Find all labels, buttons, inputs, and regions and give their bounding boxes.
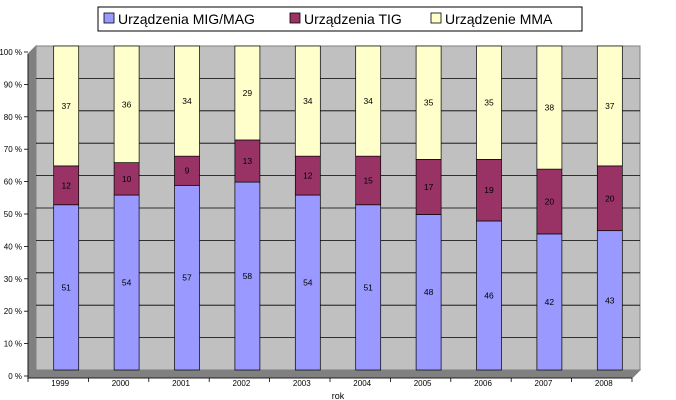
y-tick-label: 10 % [4,340,22,349]
data-label: 58 [243,271,253,281]
data-label: 34 [303,96,313,106]
data-label: 46 [484,290,494,300]
data-label: 48 [424,287,434,297]
data-label: 19 [484,185,494,195]
y-tick-label: 80 % [4,113,22,122]
bar-segment [234,139,261,183]
legend-swatch-mig-mag [103,12,115,24]
data-label: 34 [182,96,192,106]
data-label: 20 [605,193,615,203]
bar-segment [174,184,200,371]
data-label: 12 [61,180,71,190]
data-label: 35 [424,98,434,108]
bar-segment [113,162,140,196]
bar-segment [415,45,442,160]
data-label: 37 [61,101,71,111]
bar-segment [476,159,502,222]
legend-box [97,6,583,32]
y-tick-label: 90 % [4,80,22,89]
data-label: 13 [243,156,253,166]
data-label: 10 [122,174,132,184]
legend-swatch-tig [289,12,301,24]
bar-segment [536,45,563,170]
data-label: 37 [605,101,615,111]
data-label: 38 [545,103,555,113]
x-tick-label: 1999 [51,379,69,388]
plot-area: 0 % 10 % 20 % 30 % 40 % 50 % 60 % 70 % 80 % 90 % 1… [0,44,642,388]
x-tick-label: 2008 [595,379,613,388]
bar-segment [355,45,382,157]
bar-segment [53,204,80,371]
y-tick-label: 70 % [4,145,22,154]
bar-segment [113,194,140,371]
y-tick-label: 50 % [4,210,22,219]
plot-floor [26,369,642,379]
bar-segment [596,230,623,371]
data-label: 51 [363,282,373,292]
bar-segment [234,45,261,141]
y-tick-label: 60 % [4,178,22,187]
data-label: 9 [185,166,190,176]
data-label: 43 [605,295,615,305]
x-axis-title: rok [332,391,345,400]
data-label: 20 [545,197,555,207]
bar-segment [53,45,80,167]
bar-segment [415,214,442,371]
data-label: 36 [122,99,132,109]
bar-segment [476,45,502,160]
legend-label-tig: Urządzenia TIG [304,11,402,27]
bar-segment [536,168,563,235]
bar-segment [174,45,200,157]
bar-segment [294,194,321,371]
bar-segment [294,45,321,157]
data-label: 15 [363,175,373,185]
x-tick-label: 2007 [535,379,553,388]
bar-segment [596,45,623,167]
bar-segment [596,165,623,232]
x-tick-label: 2000 [112,379,130,388]
x-tick-label: 2003 [293,379,311,388]
y-tick-label: 40 % [4,242,22,251]
legend: Urządzenia MIG/MAG Urządzenia TIG Urządz… [97,6,583,32]
data-label: 17 [424,182,434,192]
y-tick-label: 20 % [4,307,22,316]
y-tick-label: 0 % [8,372,22,381]
x-tick-label: 2004 [353,379,371,388]
legend-swatch-mma [430,12,442,24]
x-tick-label: 2006 [474,379,492,388]
data-label: 54 [303,278,313,288]
bar-segment [113,45,140,163]
x-tick-label: 2002 [233,379,251,388]
data-label: 42 [545,297,555,307]
y-tick-label: 30 % [4,275,22,284]
data-label: 29 [243,88,253,98]
data-label: 57 [182,273,192,283]
legend-label-mma: Urządzenie MMA [445,11,553,27]
data-label: 34 [363,96,373,106]
bar-segment [536,233,563,371]
data-label: 54 [122,278,132,288]
bar-segment [174,155,200,186]
y-tick-label: 100 % [0,48,22,57]
bar-segment [415,159,442,215]
data-label: 12 [303,171,313,181]
data-label: 51 [61,282,71,292]
x-tick-label: 2001 [172,379,190,388]
data-label: 35 [484,98,494,108]
legend-label-mig-mag: Urządzenia MIG/MAG [118,11,255,27]
x-tick-label: 2005 [414,379,432,388]
bar-segment [234,181,261,371]
plot-side-wall [27,44,37,380]
